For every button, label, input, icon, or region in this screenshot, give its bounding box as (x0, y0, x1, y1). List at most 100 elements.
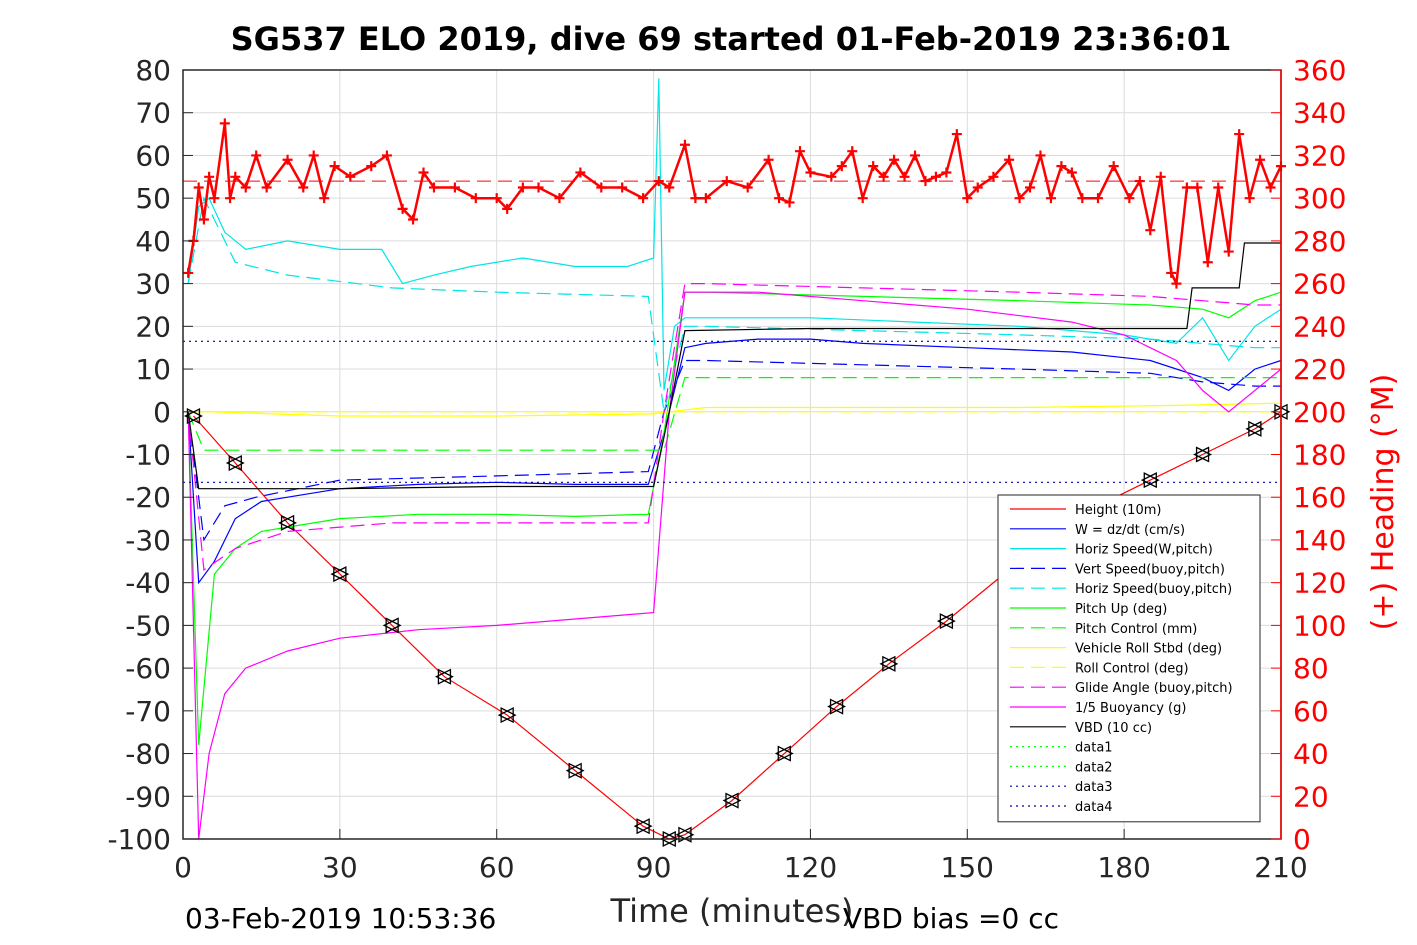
height-marker (434, 668, 452, 685)
heading-point (1213, 182, 1224, 193)
series-line-5 (187, 291, 1282, 746)
legend-label: data3 (1075, 780, 1113, 795)
height-marker (636, 818, 653, 835)
y-tick-label: 10 (135, 353, 171, 386)
heading-point (408, 214, 419, 225)
y-tick-label: 60 (135, 139, 171, 172)
heading-point (517, 182, 528, 193)
y2-tick-label: 80 (1293, 652, 1329, 685)
heading-point (1134, 176, 1145, 187)
heading-point (962, 193, 973, 204)
heading-point (418, 167, 429, 178)
y2-tick-label: 0 (1293, 823, 1311, 856)
height-marker (882, 655, 899, 672)
height-marker (1271, 403, 1288, 420)
heading-point (910, 150, 920, 161)
heading-point (345, 171, 356, 182)
y-tick-label: 40 (135, 225, 171, 258)
vbd-bias-note: VBD bias =0 cc (843, 902, 1059, 935)
legend-label: Height (10m) (1075, 503, 1161, 518)
heading-point (366, 161, 377, 172)
height-marker (278, 514, 295, 531)
heading-point (1014, 193, 1025, 204)
heading-point (204, 171, 215, 182)
heading-point (1255, 154, 1266, 165)
heading-point (930, 171, 941, 182)
height-marker (678, 826, 695, 843)
heading-point (575, 167, 586, 178)
y-tick-label: -90 (125, 780, 171, 813)
heading-point (763, 154, 774, 165)
heading-point (1124, 193, 1135, 204)
heading-point (1093, 193, 1103, 204)
y2-tick-label: 100 (1293, 609, 1346, 642)
heading-point (1234, 129, 1245, 140)
y2-tick-label: 140 (1293, 524, 1346, 557)
legend-label: data1 (1075, 741, 1113, 756)
heading-point (784, 197, 795, 208)
heading-point (198, 214, 209, 225)
heading-point (794, 146, 805, 157)
height-marker (777, 745, 794, 762)
heading-point (1056, 161, 1067, 172)
heading-point (1166, 267, 1177, 278)
series-line-11 (187, 242, 1281, 490)
heading-point (319, 193, 330, 204)
y-tick-label: 30 (135, 268, 171, 301)
height-marker (500, 707, 517, 724)
x-tick-label: 150 (941, 851, 994, 884)
height-marker (1248, 420, 1265, 437)
heading-point (617, 182, 628, 193)
heading-point (240, 182, 251, 193)
height-marker (225, 454, 242, 472)
y-tick-label: -20 (125, 481, 171, 514)
series-line-4 (187, 196, 1281, 412)
y-axis-right: 3603403203002802602402202001801601401201… (1271, 54, 1346, 856)
heading-point (596, 182, 607, 193)
heading-point (428, 182, 439, 193)
heading-point (533, 182, 544, 193)
heading-point (449, 182, 460, 193)
y2-tick-label: 240 (1293, 310, 1346, 343)
y-tick-label: -50 (125, 609, 171, 642)
height-marker (939, 613, 956, 630)
legend-label: W = dz/dt (cm/s) (1075, 523, 1185, 538)
heading-point (664, 182, 675, 193)
legend-label: data2 (1075, 760, 1113, 775)
x-tick-label: 0 (174, 851, 192, 884)
heading-point (1171, 278, 1182, 289)
height-marker (936, 613, 954, 630)
legend-label: VBD (10 cc) (1075, 721, 1152, 736)
y2-axis-label: (+) Heading (°M) (1366, 374, 1401, 631)
height-marker (1140, 472, 1157, 489)
heading-point (193, 182, 204, 193)
y2-tick-label: 220 (1293, 353, 1346, 386)
heading-point (1192, 182, 1203, 193)
height-marker (280, 514, 298, 531)
y-axis-left: 80 70 60 50 40 30 20 10 0 -10 -20 -30 -40 -50 -60 -70 -8… (107, 54, 193, 856)
y2-tick-label: 340 (1293, 97, 1346, 130)
heading-point (1077, 193, 1088, 204)
heading-point (1035, 150, 1046, 161)
height-marker (228, 454, 245, 472)
heading-point (1223, 246, 1234, 257)
heading-point (878, 171, 889, 182)
y-tick-label: -70 (125, 695, 171, 728)
y2-tick-label: 200 (1293, 396, 1346, 429)
heading-point (219, 118, 230, 129)
y-tick-label: 80 (135, 54, 171, 87)
heading-point (251, 150, 262, 161)
heading-point (1066, 167, 1077, 178)
series-line-2 (187, 78, 1282, 391)
series-line-9 (187, 283, 1281, 571)
heading-point (836, 161, 847, 172)
heading-point (230, 171, 241, 182)
height-marker (1143, 472, 1160, 489)
heading-point (774, 193, 785, 204)
heading-point (329, 161, 340, 172)
series-line-1 (187, 338, 1282, 585)
height-marker (333, 566, 350, 583)
height-marker (385, 617, 402, 634)
y2-tick-label: 320 (1293, 139, 1346, 172)
height-marker (675, 826, 692, 843)
